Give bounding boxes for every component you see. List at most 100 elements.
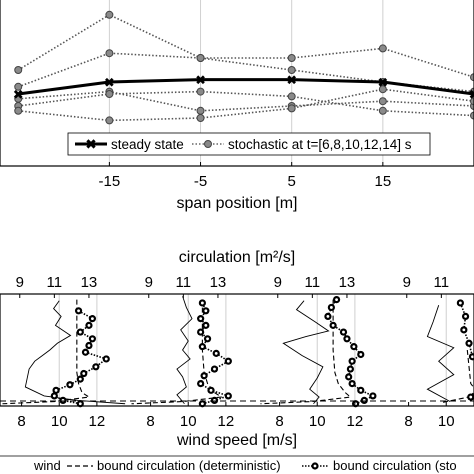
wind-speed-tick-label: 10 [309,413,326,430]
wind-speed-tick-label: 8 [146,413,154,430]
legend-wind-label: wind [33,458,61,473]
wind-profile-line [24,300,126,405]
bound-circulation-stochastic-marker-center [342,330,345,334]
wind-speed-ticks: 8 10 12 8 10 12 8 10 12 8 10 [17,402,455,430]
stochastic-marker [287,104,296,113]
bound-circulation-stochastic-marker-center [199,330,203,334]
bound-circulation-stochastic-marker-center [471,355,474,359]
circulation-panel [260,294,377,408]
circulation-legend: wind bound circulation (deterministic) b… [0,455,474,473]
span-x-ticks: -15 -5 5 15 [99,162,392,190]
bound-circulation-stochastic-marker-center [78,377,82,381]
circulation-panel [2,294,126,408]
bound-circulation-stochastic-marker-center [199,382,203,385]
wind-speed-tick-label: 8 [17,413,25,430]
legend-stochastic-circ-label: bound circulation (sto [333,458,457,473]
bound-circulation-stochastic-line [53,310,108,405]
bound-circulation-stochastic-marker-center [345,337,349,341]
bound-circulation-stochastic-marker-center [326,315,330,318]
bound-circulation-stochastic-marker-center [350,382,354,385]
circulation-tick-label: 11 [434,274,450,291]
stochastic-marker [287,54,296,62]
bound-circulation-stochastic-marker-center [199,317,203,321]
bound-circulation-stochastic-marker-center [82,372,86,375]
stochastic-marker [378,97,387,106]
wind-speed-tick-label: 12 [347,413,364,430]
span-tick-label: 15 [375,173,392,190]
bound-circulation-stochastic-line [459,302,474,398]
stochastic-marker [196,106,205,115]
bound-circulation-stochastic-line [327,299,375,405]
wind-speed-tick-label: 10 [51,413,68,430]
legend-steady-marker: ✖ [85,136,97,152]
steady-state-line [18,78,474,96]
bound-circulation-stochastic-line [199,302,231,405]
circulation-tick-label: 11 [176,274,192,291]
bound-circulation-stochastic-marker-center [87,323,91,327]
steady-state-marker: ✖ [377,75,388,90]
circulation-tick-label: 11 [47,274,63,291]
bound-circulation-stochastic-marker-center [371,394,375,398]
bound-circulation-stochastic-marker-center [204,309,208,313]
stochastic-line [17,52,474,93]
bound-circulation-stochastic-marker-center [469,395,473,399]
steady-state-marker: ✖ [13,87,24,102]
stochastic-marker [105,10,114,19]
bound-circulation-stochastic-marker-center [458,301,462,305]
stochastic-line [18,90,474,112]
steady-state-marker: ✖ [286,73,297,88]
bound-circulation-stochastic-marker-center [352,345,356,349]
circulation-tick-label: 13 [339,274,356,291]
bound-circulation-deterministic-line [2,299,91,405]
stochastic-marker [105,49,114,58]
bound-circulation-stochastic-marker-center [87,344,91,347]
stochastic-marker [196,114,205,122]
stochastic-marker [196,54,205,62]
stochastic-marker [105,90,114,98]
stochastic-marker [378,106,387,115]
legend-stochastic-circ-marker-center [313,464,317,468]
wind-profile-line [426,305,455,402]
bound-circulation-stochastic-marker-center [209,388,213,392]
legend-stochastic-marker [204,140,212,148]
stochastic-line [17,13,474,78]
stochastic-marker [14,106,23,115]
span-xlabel: span position [m] [177,195,298,212]
bound-circulation-stochastic-marker-center [226,394,230,398]
bound-circulation-stochastic-marker-center [213,367,216,371]
span-tick-label: 5 [288,173,296,190]
circulation-panel [131,294,232,408]
bound-circulation-stochastic-marker-center [226,359,230,363]
stochastic-line [18,88,474,122]
wind-speed-tick-label: 8 [404,413,412,430]
stochastic-marker [470,97,474,106]
span-legend-box [67,132,431,156]
bound-circulation-stochastic-marker-center [200,345,204,349]
bound-circulation-stochastic-marker-center [214,351,218,355]
bound-circulation-stochastic-marker-center [202,374,206,378]
span-series: ✖ ✖ ✖ ✖ ✖ ✖ [13,10,474,125]
wind-speed-tick-label: 12 [218,413,235,430]
bound-circulation-stochastic-marker-center [84,350,87,354]
bound-circulation-stochastic-marker-center [91,317,94,321]
span-plot-frame [0,0,474,167]
circulation-panel [426,294,474,406]
circulation-plot-frame [0,293,474,407]
bound-circulation-stochastic-marker-center [467,341,471,345]
bound-circulation-stochastic-marker-center [204,323,208,327]
bound-circulation-stochastic-marker-center [68,383,72,387]
wind-speed-tick-label: 10 [438,413,455,430]
bound-circulation-stochastic-marker-center [359,353,363,356]
bound-circulation-stochastic-marker-center [464,315,467,318]
span-tick-label: -5 [194,173,207,190]
wind-speed-tick-label: 10 [180,413,197,430]
bound-circulation-stochastic-marker-center [331,323,335,327]
circulation-panels [0,294,474,408]
bound-circulation-stochastic-marker-center [91,337,94,341]
stochastic-marker [287,92,296,101]
stochastic-marker [470,73,474,82]
steady-state-marker: ✖ [195,73,206,88]
circulation-tick-label: 9 [274,274,282,291]
bound-circulation-stochastic-marker-center [54,388,58,392]
